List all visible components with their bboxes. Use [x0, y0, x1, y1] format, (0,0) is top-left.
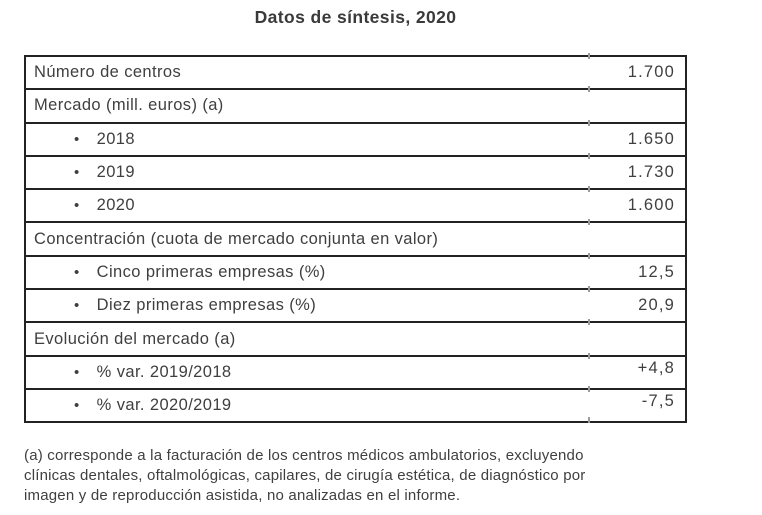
footnote-line: clínicas dentales, oftalmológicas, capil… [24, 467, 586, 484]
grid-tick [588, 352, 590, 359]
section-label: Evolución del mercado (a) [34, 329, 236, 348]
table-row: • % var. 2020/2019 -7,5 [26, 390, 685, 424]
row-label: % var. 2019/2018 [96, 362, 232, 381]
footnote: (a) corresponde a la facturación de los … [24, 446, 704, 506]
row-value: +4,8 [637, 358, 675, 377]
row-value: 1.600 [627, 196, 675, 215]
bullet-icon: • [74, 197, 80, 215]
table-row: Número de centros 1.700 [26, 53, 685, 93]
grid-tick [588, 219, 590, 226]
row-value: 1.650 [627, 129, 675, 148]
row-label: Cinco primeras empresas (%) [96, 262, 326, 281]
page-title: Datos de síntesis, 2020 [254, 7, 457, 27]
bullet-icon: • [74, 263, 80, 281]
grid-tick [588, 319, 590, 326]
grid-tick [588, 53, 590, 59]
row-value: 12,5 [638, 262, 675, 281]
table-section-row: Concentración (cuota de mercado conjunta… [26, 223, 685, 259]
section-label: Mercado (mill. euros) (a) [34, 96, 224, 115]
table-row: • 2018 1.650 [26, 124, 685, 159]
bullet-icon: • [74, 363, 80, 381]
grid-tick [588, 86, 590, 93]
row-label: 2020 [96, 196, 135, 215]
section-label: Concentración (cuota de mercado conjunta… [34, 229, 439, 248]
table-row: • % var. 2019/2018 +4,8 [26, 357, 685, 392]
grid-tick [588, 119, 590, 126]
table-section-row: Evolución del mercado (a) [26, 323, 685, 359]
grid-tick [588, 152, 590, 159]
grid-tick [588, 286, 590, 293]
synthesis-data-table: Número de centros 1.700 Mercado (mill. e… [24, 53, 687, 424]
row-label: 2018 [96, 129, 135, 148]
table-row: • Diez primeras empresas (%) 20,9 [26, 290, 685, 326]
bullet-icon: • [74, 397, 80, 415]
row-label: % var. 2020/2019 [96, 396, 232, 415]
footnote-line: imagen y de reproducción asistida, no an… [24, 487, 461, 504]
grid-tick [588, 385, 590, 392]
grid-tick [588, 252, 590, 259]
bullet-icon: • [74, 297, 80, 315]
bullet-icon: • [74, 164, 80, 182]
table-row: • Cinco primeras empresas (%) 12,5 [26, 257, 685, 293]
table-row: • 2019 1.730 [26, 157, 685, 193]
table-row: • 2020 1.600 [26, 190, 685, 226]
row-value: 1.730 [627, 163, 675, 182]
grid-tick [588, 417, 590, 424]
table-section-row: Mercado (mill. euros) (a) [26, 90, 685, 126]
row-value: 20,9 [638, 296, 675, 315]
row-label: Diez primeras empresas (%) [96, 296, 317, 315]
footnote-line: (a) corresponde a la facturación de los … [24, 447, 584, 464]
row-label: Número de centros [34, 63, 182, 82]
row-value: -7,5 [641, 391, 675, 410]
row-label: 2019 [96, 163, 135, 182]
grid-tick [588, 186, 590, 193]
row-value: 1.700 [627, 63, 675, 82]
bullet-icon: • [74, 130, 80, 148]
